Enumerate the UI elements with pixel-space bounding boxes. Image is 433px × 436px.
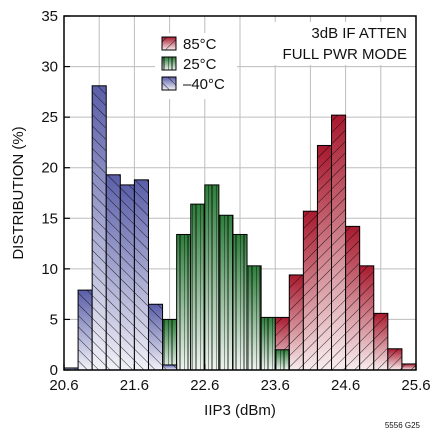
- y-tick-label-7: 35: [41, 8, 58, 25]
- bar-25°C-22.6: [204, 184, 220, 371]
- y-tick-label-0: 0: [50, 362, 58, 379]
- figure-code-label: 5556 G25: [385, 421, 421, 430]
- y-tick-label-3: 15: [41, 210, 58, 227]
- legend: 85°C 25°C –40°C: [155, 33, 237, 99]
- bar-85°C-24.2: [316, 144, 333, 371]
- bar-–40°C-21.6: [133, 179, 149, 371]
- x-tick-label-4: 24.6: [331, 377, 360, 394]
- y-tick-label-6: 30: [41, 59, 58, 76]
- bar-25°C-23.2: [246, 265, 262, 371]
- annotation-box: 3dB IF ATTEN FULL PWR MODE: [270, 22, 415, 65]
- y-tick-label-1: 5: [50, 311, 58, 328]
- bar-85°C-24.6: [345, 225, 361, 371]
- x-tick-label-1: 21.6: [120, 377, 149, 394]
- annotation-line-2: FULL PWR MODE: [283, 46, 407, 63]
- bar-85°C-25: [373, 312, 389, 371]
- bar-85°C-25.2: [387, 348, 403, 371]
- x-tick-label-3: 23.6: [261, 377, 290, 394]
- axis-ticks: 20.6 21.6 22.6 23.6 24.6 25.6 0 5 10 15 20 25 30 35: [41, 8, 430, 394]
- y-axis-label: DISTRIBUTION (%): [10, 126, 27, 259]
- bar-25°C-23: [232, 233, 248, 371]
- bar-–40°C-21.2: [105, 174, 121, 371]
- bar-85°C-23.8: [288, 274, 304, 371]
- histogram-bars: [63, 85, 417, 371]
- x-tick-label-5: 25.6: [401, 377, 430, 394]
- x-tick-label-0: 20.6: [49, 377, 78, 394]
- bar-85°C-25.4: [401, 363, 417, 371]
- y-tick-label-4: 20: [41, 160, 58, 177]
- y-tick-label-5: 25: [41, 109, 58, 126]
- legend-item-0: 85°C: [161, 36, 217, 53]
- legend-item-1: 25°C: [161, 56, 217, 73]
- bar-25°C-22: [162, 318, 178, 371]
- x-axis-label: IIP3 (dBm): [204, 402, 276, 419]
- x-tick-label-2: 22.6: [190, 377, 219, 394]
- bar-85°C-24.8: [359, 265, 375, 371]
- bar-25°C-22.4: [190, 203, 206, 371]
- bar-25°C-22.2: [176, 233, 192, 371]
- legend-label-1: 25°C: [183, 56, 217, 73]
- legend-item-2: –40°C: [161, 76, 225, 93]
- y-tick-label-2: 10: [41, 261, 58, 278]
- legend-label-0: 85°C: [183, 36, 217, 53]
- bar-–40°C-21.8: [147, 303, 164, 371]
- annotation-line-1: 3dB IF ATTEN: [311, 25, 407, 42]
- bar-25°C-22.8: [218, 214, 234, 371]
- bar-25°C-23.4: [260, 316, 276, 371]
- plot-frame: [63, 15, 417, 371]
- bar-–40°C-21: [91, 85, 107, 371]
- legend-label-2: –40°C: [183, 76, 225, 93]
- bar-–40°C-20.8: [77, 289, 93, 371]
- bar-85°C-24: [302, 210, 318, 371]
- bar-–40°C-21.4: [119, 184, 135, 371]
- bar-–40°C-22: [162, 364, 178, 371]
- bar-25°C-23.6: [274, 349, 290, 371]
- annotation-background: [270, 22, 415, 65]
- bar-85°C-24.4: [331, 114, 347, 371]
